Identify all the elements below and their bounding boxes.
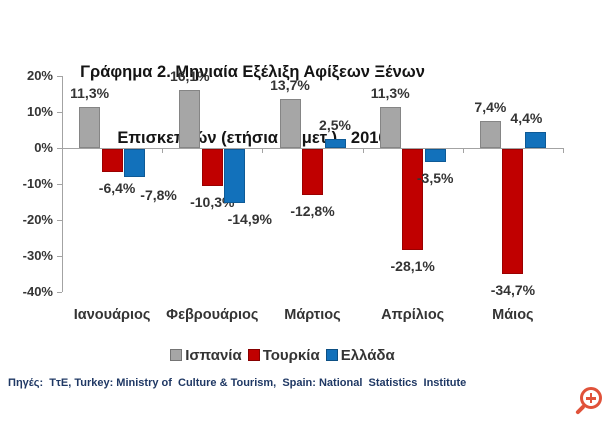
bar-data-label: 7,4% (474, 99, 507, 116)
legend-swatch (247, 349, 260, 361)
y-axis-tick-label: 20% (26, 68, 53, 83)
x-axis-boundary-tick (162, 148, 163, 153)
legend-item: Ελλάδα (325, 346, 395, 364)
bar (324, 139, 346, 148)
plus-icon (589, 393, 593, 404)
bar (224, 149, 246, 203)
y-axis-line (62, 76, 63, 292)
bar-data-label: 11,3% (70, 85, 110, 102)
y-axis-tick (57, 76, 62, 77)
bar-data-label: -34,7% (490, 281, 536, 298)
bar-data-label: -10,3% (190, 194, 235, 211)
x-axis-category-label: Φεβρουάριος (166, 307, 259, 323)
chart-legend: Ισπανία Τουρκία Ελλάδα (30, 346, 535, 364)
bar-data-label: 2,5% (319, 117, 351, 133)
legend-item: Ισπανία (170, 346, 242, 364)
bar (502, 149, 524, 274)
legend-swatch (170, 349, 183, 361)
bar (124, 149, 146, 178)
y-axis-tick-label: -40% (22, 284, 53, 299)
x-axis-category-label: Ιανουάριος (73, 307, 151, 323)
legend-item: Τουρκία (247, 346, 320, 364)
y-axis-tick-label: -20% (22, 212, 53, 227)
legend-label: Ισπανία (185, 346, 242, 364)
y-axis-tick (57, 148, 62, 149)
bar (279, 98, 301, 148)
bar-data-label: -28,1% (390, 258, 435, 275)
y-axis-tick-label: 10% (26, 104, 53, 119)
legend-label: Ελλάδα (340, 346, 395, 364)
y-axis-tick (57, 292, 62, 293)
bar-data-label: 11,3% (370, 85, 410, 102)
bar (201, 149, 223, 187)
legend-label: Τουρκία (262, 346, 320, 364)
bar (101, 149, 123, 172)
zoom-in-icon[interactable] (575, 387, 605, 415)
bar (524, 132, 546, 148)
x-axis-boundary-tick (463, 148, 464, 153)
bar-data-label: -3,5% (416, 169, 454, 186)
bar (479, 121, 501, 148)
bar (79, 107, 101, 148)
x-axis-boundary-tick (363, 148, 364, 153)
y-axis-tick-label: 0% (34, 140, 53, 155)
y-axis-tick-label: -10% (22, 176, 53, 191)
bar-data-label: 13,7% (270, 76, 310, 93)
bar-data-label: -6,4% (98, 180, 136, 196)
bar (424, 149, 446, 162)
bar (379, 107, 401, 148)
y-axis-tick-label: -30% (22, 248, 53, 263)
bar-data-label: -12,8% (290, 203, 335, 220)
magnifier-handle-icon (575, 404, 586, 415)
bar-data-label: 4,4% (510, 110, 543, 127)
x-axis-category-label: Μάιος (492, 307, 534, 323)
y-axis-tick (57, 184, 62, 185)
y-axis-tick (57, 112, 62, 113)
y-axis-tick (57, 256, 62, 257)
x-axis-category-label: Μάρτιος (284, 307, 341, 323)
bar (179, 90, 201, 148)
sources-footnote: Πηγές: ΤτΕ, Turkey: Ministry of Culture … (8, 377, 467, 389)
bar-data-label: -14,9% (227, 210, 272, 227)
x-axis-boundary-tick (262, 148, 263, 153)
x-axis-category-label: Απρίλιος (381, 307, 445, 323)
bar (402, 149, 424, 251)
bar-data-label: 16,1% (169, 68, 210, 84)
legend-swatch (325, 349, 338, 361)
bar (302, 149, 323, 196)
y-axis-tick (57, 220, 62, 221)
x-axis-zero-line (62, 148, 563, 149)
x-axis-boundary-tick (563, 148, 564, 153)
bar-data-label: -7,8% (140, 187, 177, 204)
chart-title-line-1: Γράφημα 2. Μηνιαία Εξέλιξη Αφίξεων Ξένων (80, 63, 425, 81)
